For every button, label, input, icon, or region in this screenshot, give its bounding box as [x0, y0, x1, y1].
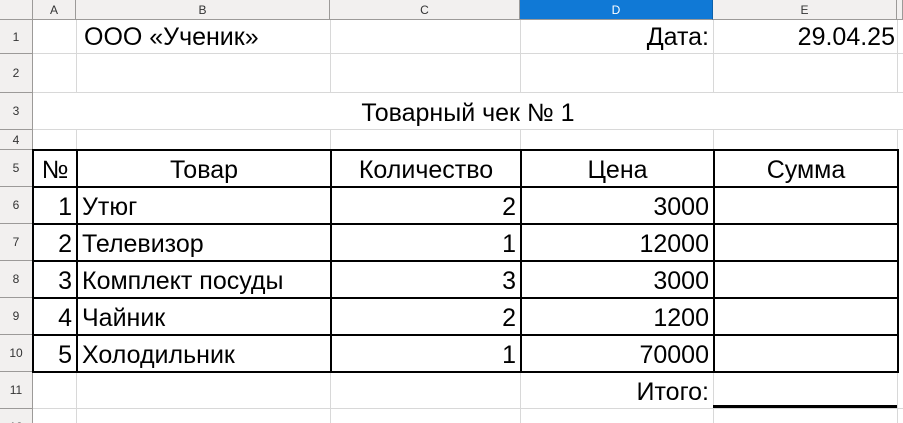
cell-price[interactable]: 12000 — [520, 223, 715, 262]
gridline-v — [520, 130, 521, 150]
cell-product[interactable]: Утюг — [76, 186, 332, 225]
row-header-2[interactable]: 2 — [0, 54, 33, 93]
cell-price[interactable]: 1200 — [520, 297, 715, 336]
gridline-v — [520, 372, 521, 423]
gridline-v — [520, 20, 521, 93]
cell-product[interactable]: Холодильник — [76, 334, 332, 373]
cell-price[interactable]: 70000 — [520, 334, 715, 373]
gridline-h — [33, 92, 903, 93]
gridline-v — [76, 372, 77, 423]
cell-sum[interactable] — [713, 260, 899, 299]
cell-quantity[interactable]: 3 — [330, 260, 522, 299]
gridline-h — [33, 53, 903, 54]
cell-quantity[interactable]: 1 — [330, 334, 522, 373]
gridline-h — [33, 408, 903, 409]
header-cell-price[interactable]: Цена — [520, 149, 715, 188]
cell-product[interactable]: Чайник — [76, 297, 332, 336]
gridline-v — [713, 20, 714, 93]
gridline-v — [76, 130, 77, 150]
cell-number[interactable]: 2 — [32, 223, 78, 262]
gridline-v — [330, 130, 331, 150]
cell-product[interactable]: Комплект посуды — [76, 260, 332, 299]
gridline-v — [897, 130, 898, 150]
cell-e1-date-value[interactable]: 29.04.25 — [797, 22, 895, 51]
receipt-table: № Товар Количество Цена Сумма 1 Утюг 2 3… — [32, 149, 899, 373]
cell-price[interactable]: 3000 — [520, 186, 715, 225]
cell-sum[interactable] — [713, 223, 899, 262]
table-row: 1 Утюг 2 3000 — [32, 186, 899, 225]
column-header-f-sliver[interactable] — [897, 0, 903, 20]
cell-number[interactable]: 3 — [32, 260, 78, 299]
table-row: 2 Телевизор 1 12000 — [32, 223, 899, 262]
row-header-4[interactable]: 4 — [0, 130, 33, 150]
cell-e11-total-sum-underline[interactable] — [713, 372, 897, 408]
gridline-v — [713, 130, 714, 150]
gridline-v — [897, 20, 898, 93]
header-cell-sum[interactable]: Сумма — [713, 149, 899, 188]
gridline-v — [330, 372, 331, 423]
gridline-v — [76, 20, 77, 93]
cell-number[interactable]: 5 — [32, 334, 78, 373]
row-header-12[interactable]: 12 — [0, 409, 33, 423]
cell-number[interactable]: 1 — [32, 186, 78, 225]
cell-number[interactable]: 4 — [32, 297, 78, 336]
cell-quantity[interactable]: 1 — [330, 223, 522, 262]
cell-d11-total-label[interactable]: Итого: — [636, 377, 709, 406]
table-row: 4 Чайник 2 1200 — [32, 297, 899, 336]
cell-a3-title-merged[interactable]: Товарный чек № 1 — [361, 98, 575, 127]
row-header-3[interactable]: 3 — [0, 93, 33, 130]
table-row: 3 Комплект посуды 3 3000 — [32, 260, 899, 299]
cell-price[interactable]: 3000 — [520, 260, 715, 299]
row-header-5[interactable]: 5 — [0, 150, 33, 187]
row-header-1[interactable]: 1 — [0, 20, 33, 54]
gridline-v — [330, 20, 331, 93]
cell-sum[interactable] — [713, 334, 899, 373]
table-row: 5 Холодильник 1 70000 — [32, 334, 899, 373]
table-header-row: № Товар Количество Цена Сумма — [32, 149, 899, 188]
header-cell-number[interactable]: № — [32, 149, 78, 188]
row-header-9[interactable]: 9 — [0, 298, 33, 335]
gridline-h — [33, 129, 903, 130]
row-header-8[interactable]: 8 — [0, 261, 33, 298]
row-header-6[interactable]: 6 — [0, 187, 33, 224]
header-cell-product[interactable]: Товар — [76, 149, 332, 188]
column-header-d-selected[interactable]: D — [520, 0, 713, 20]
header-cell-quantity[interactable]: Количество — [330, 149, 522, 188]
cell-quantity[interactable]: 2 — [330, 186, 522, 225]
column-header-e[interactable]: E — [713, 0, 897, 20]
gridline-v — [713, 372, 714, 423]
cell-b1-company[interactable]: ООО «Ученик» — [84, 22, 259, 51]
column-header-a[interactable]: A — [33, 0, 76, 20]
row-header-10[interactable]: 10 — [0, 335, 33, 372]
cell-d1-date-label[interactable]: Дата: — [646, 22, 709, 51]
column-header-c[interactable]: C — [330, 0, 520, 20]
cell-sum[interactable] — [713, 186, 899, 225]
gridline-v — [897, 372, 898, 423]
column-header-b[interactable]: B — [76, 0, 330, 20]
row-header-7[interactable]: 7 — [0, 224, 33, 261]
select-all-corner[interactable] — [0, 0, 33, 20]
cell-product[interactable]: Телевизор — [76, 223, 332, 262]
cell-quantity[interactable]: 2 — [330, 297, 522, 336]
cell-sum[interactable] — [713, 297, 899, 336]
row-header-11[interactable]: 11 — [0, 372, 33, 409]
